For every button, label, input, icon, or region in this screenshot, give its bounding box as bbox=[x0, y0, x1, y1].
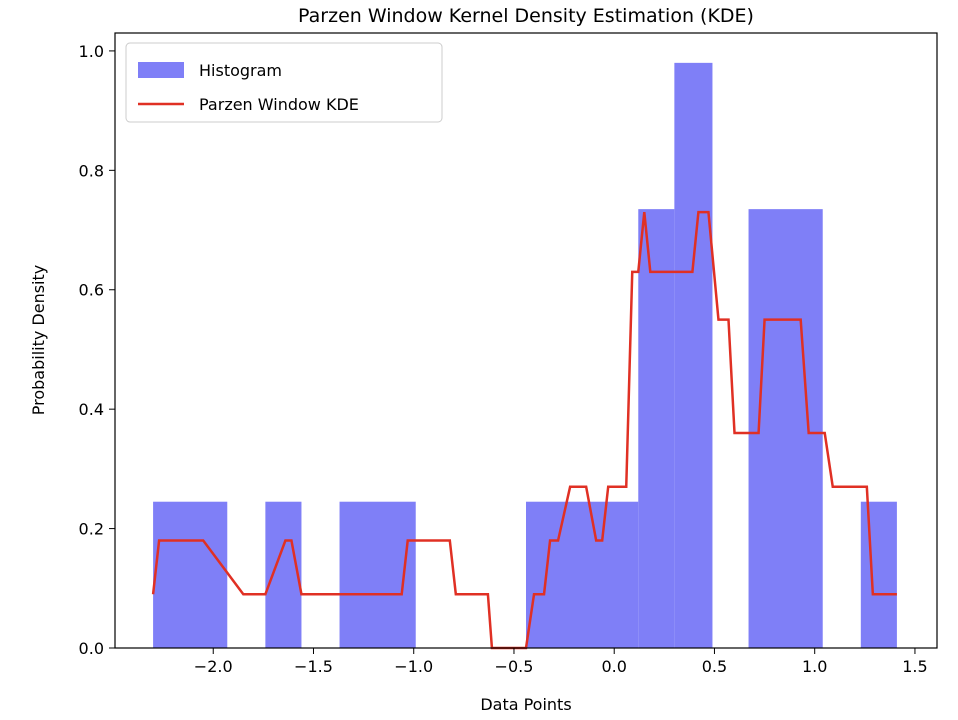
histogram-bar-0 bbox=[153, 501, 228, 648]
x-tick-label: −0.5 bbox=[495, 657, 534, 676]
x-tick-label: 1.0 bbox=[802, 657, 827, 676]
x-tick-label: −1.0 bbox=[394, 657, 433, 676]
y-tick-label: 0.4 bbox=[79, 400, 104, 419]
histogram-bar-10 bbox=[748, 209, 823, 648]
histogram-bar-8 bbox=[674, 62, 713, 648]
histogram-bar-6 bbox=[526, 501, 639, 648]
histogram-bar-7 bbox=[638, 209, 675, 648]
plot-frame bbox=[114, 32, 938, 649]
x-tick-label: 0.5 bbox=[702, 657, 727, 676]
histogram-bar-2 bbox=[265, 501, 302, 648]
histogram-bars bbox=[153, 62, 897, 648]
legend-box bbox=[125, 42, 443, 123]
y-tick-label: 1.0 bbox=[79, 42, 104, 61]
x-tick-label: 0.0 bbox=[601, 657, 626, 676]
x-axis-ticks: −2.0 −1.5 −1.0 −0.5 0.0 0.5 1.0 1.5 bbox=[194, 648, 928, 676]
chart-title: Parzen Window Kernel Density Estimation … bbox=[298, 5, 754, 27]
x-tick-label: −2.0 bbox=[194, 657, 233, 676]
y-tick-label: 0.2 bbox=[79, 520, 104, 539]
legend: Histogram Parzen Window KDE bbox=[125, 42, 443, 123]
legend-kde-label: Parzen Window KDE bbox=[199, 95, 359, 114]
x-tick-label: −1.5 bbox=[294, 657, 333, 676]
y-tick-label: 0.6 bbox=[79, 281, 104, 300]
kde-line bbox=[151, 210, 897, 650]
legend-histogram-swatch bbox=[138, 62, 184, 78]
histogram-bar-12 bbox=[860, 501, 897, 648]
y-axis-label: Probability Density bbox=[29, 265, 48, 416]
x-tick-label: 1.5 bbox=[902, 657, 927, 676]
y-axis-ticks: 0.0 0.2 0.4 0.6 0.8 1.0 bbox=[79, 42, 115, 658]
y-tick-label: 0.8 bbox=[79, 161, 104, 180]
y-tick-label: 0.0 bbox=[79, 639, 104, 658]
x-axis-label: Data Points bbox=[480, 695, 571, 714]
legend-histogram-label: Histogram bbox=[199, 61, 282, 80]
